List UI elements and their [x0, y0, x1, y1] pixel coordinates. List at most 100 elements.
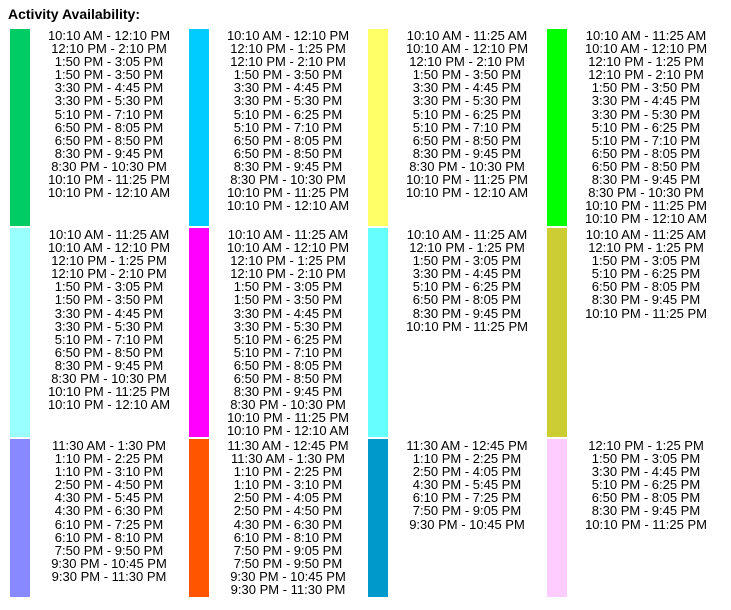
time-slot: 10:10 AM - 11:25 AM	[585, 227, 707, 242]
time-slot: 5:10 PM - 6:25 PM	[591, 119, 701, 135]
activity-color-bar	[189, 228, 209, 437]
time-slot: 10:10 AM - 12:10 PM	[405, 41, 529, 57]
time-slot: 6:50 PM - 8:50 PM	[233, 371, 343, 387]
time-slot: 9:30 PM - 10:45 PM	[409, 516, 525, 532]
time-slot: 5:10 PM - 7:10 PM	[233, 344, 343, 360]
time-slot: 3:30 PM - 4:45 PM	[54, 80, 164, 96]
time-slot: 3:30 PM - 4:45 PM	[591, 464, 701, 480]
time-slot: 10:10 PM - 11:25 PM	[227, 185, 349, 201]
time-slot: 8:30 PM - 9:45 PM	[412, 305, 522, 321]
time-slot: 1:50 PM - 3:05 PM	[412, 253, 522, 269]
time-slot: 10:10 PM - 12:10 AM	[226, 198, 350, 214]
time-slot: 10:10 PM - 11:25 PM	[406, 318, 528, 334]
time-slot: 12:10 PM - 1:25 PM	[588, 438, 704, 453]
time-slot: 1:50 PM - 3:05 PM	[591, 451, 701, 467]
activity-color-bar	[547, 29, 567, 226]
time-slot: 3:30 PM - 4:45 PM	[233, 305, 343, 321]
time-slot: 12:10 PM - 2:10 PM	[51, 266, 167, 282]
time-slot: 10:10 PM - 12:10 AM	[47, 397, 171, 413]
time-list: 10:10 AM - 11:25 AM 10:10 AM - 12:10 PM 12…	[388, 29, 546, 199]
time-slot: 8:30 PM - 10:30 PM	[51, 158, 167, 174]
time-slot: 12:10 PM - 1:25 PM	[588, 240, 704, 256]
time-list: 12:10 PM - 1:25 PM 1:50 PM - 3:05 PM 3:30 …	[567, 439, 725, 531]
activity-color-bar	[368, 228, 388, 437]
time-slot: 12:10 PM - 1:25 PM	[409, 240, 525, 256]
time-slot: 12:10 PM - 2:10 PM	[588, 67, 704, 83]
time-list: 10:10 AM - 11:25 AM 10:10 AM - 12:10 PM 12…	[567, 29, 725, 226]
time-slot: 5:10 PM - 7:10 PM	[233, 119, 343, 135]
time-slot: 3:30 PM - 4:45 PM	[591, 93, 701, 109]
time-slot: 8:30 PM - 9:45 PM	[412, 145, 522, 161]
time-slot: 5:10 PM - 7:10 PM	[54, 331, 164, 347]
time-slot: 6:50 PM - 8:05 PM	[412, 292, 522, 308]
time-slot: 12:10 PM - 2:10 PM	[230, 54, 346, 70]
activity-color-bar	[547, 439, 567, 597]
activity-color-bar	[10, 29, 30, 226]
time-list: 11:30 AM - 12:45 PM 1:10 PM - 2:25 PM 2:50…	[388, 439, 546, 531]
title: Activity Availability:	[8, 6, 141, 22]
time-slot: 12:10 PM - 1:25 PM	[588, 54, 704, 70]
time-slot: 6:10 PM - 7:25 PM	[54, 516, 164, 532]
time-slot: 6:50 PM - 8:05 PM	[591, 490, 701, 506]
time-slot: 8:30 PM - 10:30 PM	[409, 158, 525, 174]
time-slot: 10:10 AM - 11:25 AM	[48, 227, 170, 242]
time-slot: 5:10 PM - 6:25 PM	[233, 106, 343, 122]
time-slot: 1:50 PM - 3:50 PM	[591, 80, 701, 96]
time-slot: 7:50 PM - 9:05 PM	[233, 542, 343, 558]
time-slot: 1:50 PM - 3:50 PM	[412, 67, 522, 83]
time-slot: 5:10 PM - 6:25 PM	[591, 477, 701, 493]
time-slot: 8:30 PM - 10:30 PM	[51, 371, 167, 387]
time-slot: 10:10 PM - 11:25 PM	[227, 410, 349, 426]
activity-color-bar	[368, 29, 388, 226]
time-slot: 3:30 PM - 4:45 PM	[412, 80, 522, 96]
time-slot: 12:10 PM - 1:25 PM	[230, 253, 346, 269]
time-slot: 6:50 PM - 8:50 PM	[54, 344, 164, 360]
time-slot: 6:50 PM - 8:50 PM	[412, 132, 522, 148]
time-slot: 10:10 AM - 11:25 AM	[406, 227, 528, 242]
activity-color-bar	[189, 29, 209, 226]
time-slot: 4:30 PM - 6:30 PM	[233, 516, 343, 532]
time-slot: 5:10 PM - 6:25 PM	[233, 331, 343, 347]
time-slot: 3:30 PM - 5:30 PM	[591, 106, 701, 122]
time-slot: 6:50 PM - 8:50 PM	[233, 145, 343, 161]
time-slot: 9:30 PM - 10:45 PM	[230, 568, 346, 584]
time-slot: 3:30 PM - 4:45 PM	[54, 305, 164, 321]
time-list: 10:10 AM - 11:25 AM 10:10 AM - 12:10 PM 12…	[30, 228, 188, 411]
time-slot: 8:30 PM - 9:45 PM	[233, 158, 343, 174]
time-list: 10:10 AM - 12:10 PM 12:10 PM - 2:10 PM 1:5…	[30, 29, 188, 199]
time-slot: 1:50 PM - 3:50 PM	[54, 292, 164, 308]
time-slot: 1:50 PM - 3:05 PM	[233, 279, 343, 295]
time-slot: 3:30 PM - 4:45 PM	[233, 80, 343, 96]
time-slot: 6:50 PM - 8:05 PM	[54, 119, 164, 135]
time-slot: 8:30 PM - 9:45 PM	[591, 292, 701, 308]
time-slot: 8:30 PM - 9:45 PM	[54, 357, 164, 373]
time-slot: 10:10 PM - 11:25 PM	[48, 384, 170, 400]
time-slot: 8:30 PM - 9:45 PM	[591, 503, 701, 519]
time-slot: 10:10 PM - 11:25 PM	[406, 172, 528, 188]
time-slot: 10:10 AM - 12:10 PM	[47, 28, 171, 43]
time-slot: 1:10 PM - 3:10 PM	[54, 464, 164, 480]
time-list: 11:30 AM - 12:45 PM 11:30 AM - 1:30 PM 1:1…	[209, 439, 367, 596]
time-slot: 2:50 PM - 4:05 PM	[233, 490, 343, 506]
time-slot: 1:50 PM - 3:05 PM	[591, 253, 701, 269]
time-slot: 12:10 PM - 1:25 PM	[230, 41, 346, 57]
time-slot: 12:10 PM - 1:25 PM	[51, 253, 167, 269]
time-slot: 1:10 PM - 2:25 PM	[54, 451, 164, 467]
time-slot: 7:50 PM - 9:50 PM	[233, 555, 343, 571]
time-slot: 4:30 PM - 6:30 PM	[54, 503, 164, 519]
time-slot: 4:30 PM - 5:45 PM	[412, 477, 522, 493]
time-slot: 3:30 PM - 5:30 PM	[54, 93, 164, 109]
time-list: 10:10 AM - 12:10 PM 12:10 PM - 1:25 PM 12:…	[209, 29, 367, 212]
time-slot: 10:10 AM - 11:25 AM	[406, 28, 528, 43]
time-slot: 10:10 AM - 12:10 PM	[226, 240, 350, 256]
time-slot: 3:30 PM - 4:45 PM	[412, 266, 522, 282]
activity-color-bar	[368, 439, 388, 597]
time-slot: 11:30 AM - 1:30 PM	[52, 438, 166, 453]
time-slot: 11:30 AM - 12:45 PM	[227, 438, 349, 453]
time-slot: 3:30 PM - 5:30 PM	[233, 93, 343, 109]
time-slot: 12:10 PM - 2:10 PM	[230, 266, 346, 282]
time-slot: 12:10 PM - 2:10 PM	[409, 54, 525, 70]
time-slot: 3:30 PM - 5:30 PM	[54, 318, 164, 334]
time-slot: 1:10 PM - 3:10 PM	[233, 477, 343, 493]
